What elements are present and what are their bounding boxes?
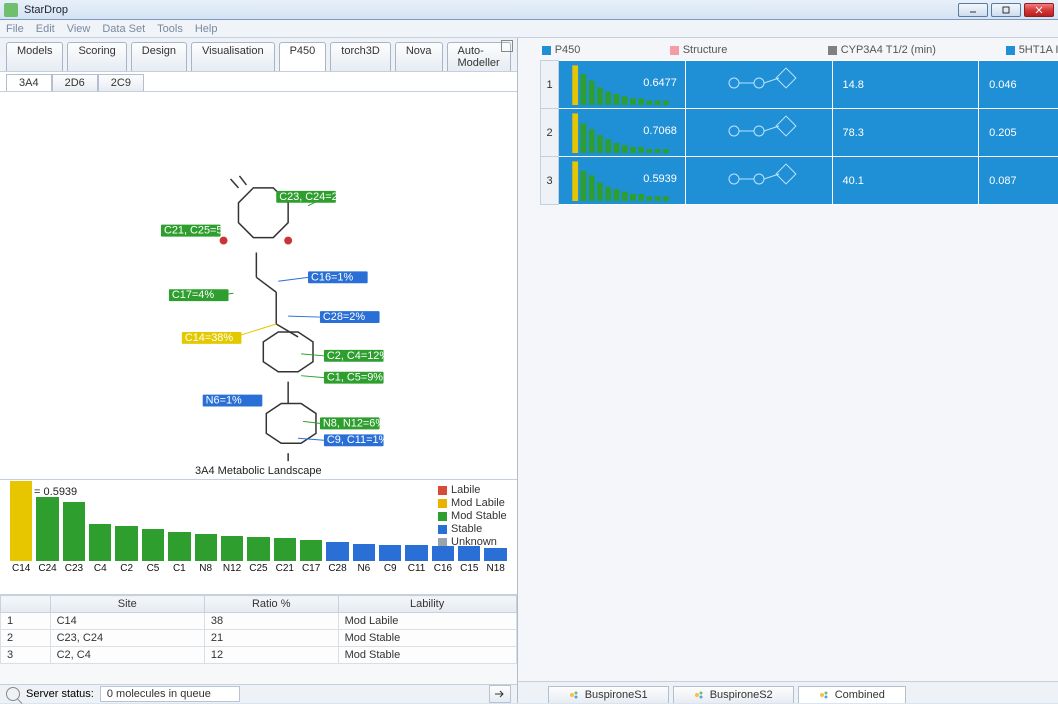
dataset-tabs: BuspironeS1BuspironeS2Combined <box>518 681 1058 703</box>
table-row[interactable]: 3C2, C412Mod Stable <box>1 647 517 664</box>
bar-n8[interactable]: N8 <box>195 534 217 574</box>
status-label: Server status: <box>26 688 94 700</box>
bar-c1[interactable]: C1 <box>168 532 190 574</box>
subtab-2d6[interactable]: 2D6 <box>52 74 98 91</box>
maximize-button[interactable] <box>991 3 1021 17</box>
molecule-caption: 3A4 Metabolic Landscape <box>0 463 517 479</box>
app-icon <box>4 3 18 17</box>
svg-text:C2, C4=12%: C2, C4=12% <box>327 350 389 362</box>
menu-edit[interactable]: Edit <box>36 23 55 35</box>
col-p450[interactable]: P450 <box>542 44 662 56</box>
svg-text:C28=2%: C28=2% <box>323 311 365 323</box>
svg-text:C21, C25=5%: C21, C25=5% <box>164 225 233 237</box>
data-row[interactable]: 2 0.7068 78.3 0.205 <box>540 109 1058 157</box>
bar-c9[interactable]: C9 <box>379 545 401 574</box>
tab-scoring[interactable]: Scoring <box>67 42 126 71</box>
svg-text:C16=1%: C16=1% <box>311 271 353 283</box>
data-header: P450 Structure CYP3A4 T1/2 (min) 5HT1A IC50… <box>518 38 1058 60</box>
data-row[interactable]: 3 0.5939 40.1 0.087 <box>540 157 1058 205</box>
bar-n12[interactable]: N12 <box>221 536 243 574</box>
svg-text:N8, N12=6%: N8, N12=6% <box>323 417 385 429</box>
site-table: SiteRatio %Lability1C1438Mod Labile2C23,… <box>0 594 517 684</box>
bar-c17[interactable]: C17 <box>300 540 322 574</box>
tab-nova[interactable]: Nova <box>395 42 443 71</box>
subtab-2c9[interactable]: 2C9 <box>98 74 144 91</box>
legend-mod-labile: Mod Labile <box>438 497 507 510</box>
bar-n6[interactable]: N6 <box>353 544 375 574</box>
bar-c21[interactable]: C21 <box>274 538 296 574</box>
dock-icon[interactable] <box>501 40 513 52</box>
bar-c23[interactable]: C23 <box>63 502 85 574</box>
bar-n18[interactable]: N18 <box>484 548 506 574</box>
col-structure[interactable]: Structure <box>670 44 820 56</box>
left-pane: ModelsScoringDesignVisualisationP450torc… <box>0 38 518 703</box>
subtab-3a4[interactable]: 3A4 <box>6 74 52 91</box>
legend-labile: Labile <box>438 484 507 497</box>
titlebar: StarDrop <box>0 0 1058 20</box>
data-row[interactable]: 1 0.6477 14.8 0.046 <box>540 61 1058 109</box>
dataset-tab-combined[interactable]: Combined <box>798 686 906 703</box>
tab-design[interactable]: Design <box>131 42 187 71</box>
sub-tabs: 3A42D62C9 <box>0 71 517 91</box>
dataset-tab-buspirones2[interactable]: BuspironeS2 <box>673 686 794 703</box>
legend-mod-stable: Mod Stable <box>438 510 507 523</box>
search-icon[interactable] <box>6 687 20 701</box>
menubar: File Edit View Data Set Tools Help <box>0 20 1058 38</box>
bar-c16[interactable]: C16 <box>432 546 454 574</box>
go-button[interactable] <box>489 685 511 703</box>
bar-c4[interactable]: C4 <box>89 524 111 574</box>
bar-c24[interactable]: C24 <box>36 497 58 574</box>
right-pane: P450 Structure CYP3A4 T1/2 (min) 5HT1A IC50… <box>518 38 1058 703</box>
svg-text:C14=38%: C14=38% <box>185 332 234 344</box>
bar-c28[interactable]: C28 <box>326 542 348 574</box>
close-button[interactable] <box>1024 3 1054 17</box>
table-row[interactable]: 2C23, C2421Mod Stable <box>1 630 517 647</box>
svg-text:C17=4%: C17=4% <box>172 289 214 301</box>
lability-chart: CSL = 0.5939 LabileMod LabileMod StableS… <box>0 479 517 594</box>
svg-text:C1, C5=9%: C1, C5=9% <box>327 372 383 384</box>
molecule-view[interactable]: C23, C24=21% C21, C25=5% C16=1% C17=4% C28=2… <box>0 91 517 463</box>
status-bar: Server status: 0 molecules in queue <box>0 684 517 703</box>
table-row[interactable]: 1C1438Mod Labile <box>1 613 517 630</box>
bar-c2[interactable]: C2 <box>115 526 137 574</box>
menu-data-set[interactable]: Data Set <box>102 23 145 35</box>
status-field: 0 molecules in queue <box>100 686 240 702</box>
dataset-tab-buspirones1[interactable]: BuspironeS1 <box>548 686 669 703</box>
svg-text:C9, C11=1%: C9, C11=1% <box>327 434 389 446</box>
bar-c25[interactable]: C25 <box>247 537 269 574</box>
menu-tools[interactable]: Tools <box>157 23 183 35</box>
chart-bars: C14C24C23C4C2C5C1N8N12C25C21C17C28N6C9C1… <box>10 540 507 574</box>
svg-text:C23, C24=21%: C23, C24=21% <box>279 191 354 203</box>
bar-c14[interactable]: C14 <box>10 481 32 574</box>
menu-help[interactable]: Help <box>195 23 218 35</box>
bar-c11[interactable]: C11 <box>405 545 427 574</box>
bar-c5[interactable]: C5 <box>142 529 164 574</box>
col-cyp3a4-t1-2-min-[interactable]: CYP3A4 T1/2 (min) <box>828 44 998 56</box>
bar-c15[interactable]: C15 <box>458 546 480 574</box>
data-table[interactable]: 1 0.6477 14.8 0.046 2 0.7068 78.3 0.205 … <box>540 60 1058 205</box>
tab-visualisation[interactable]: Visualisation <box>191 42 275 71</box>
app-title: StarDrop <box>24 4 958 16</box>
tab-models[interactable]: Models <box>6 42 63 71</box>
main-tabs: ModelsScoringDesignVisualisationP450torc… <box>0 38 517 71</box>
col-5ht1a-ic50-um-[interactable]: 5HT1A IC50 (uM) <box>1006 44 1058 56</box>
minimize-button[interactable] <box>958 3 988 17</box>
menu-view[interactable]: View <box>67 23 91 35</box>
tab-p450[interactable]: P450 <box>279 42 327 71</box>
legend-stable: Stable <box>438 523 507 536</box>
tab-torch3d[interactable]: torch3D <box>330 42 391 71</box>
menu-file[interactable]: File <box>6 23 24 35</box>
svg-text:N6=1%: N6=1% <box>206 395 242 407</box>
